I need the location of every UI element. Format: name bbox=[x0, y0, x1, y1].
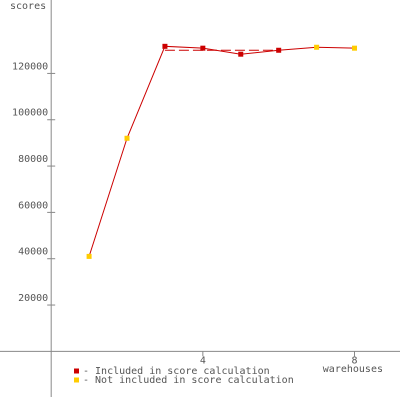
point bbox=[352, 45, 358, 51]
y-tick-label: 20000 bbox=[18, 293, 48, 304]
y-axis-label: scores bbox=[10, 1, 46, 12]
legend-label: - Not included in score calculation bbox=[83, 375, 294, 386]
x-axis-label: warehouses bbox=[323, 364, 383, 375]
point bbox=[314, 44, 320, 50]
x-tick-label: 4 bbox=[200, 355, 206, 366]
y-tick-label: 60000 bbox=[18, 200, 48, 211]
point bbox=[276, 47, 282, 53]
y-tick-label: 80000 bbox=[18, 154, 48, 165]
point bbox=[162, 43, 168, 49]
point bbox=[238, 51, 244, 57]
legend-swatch bbox=[74, 377, 79, 383]
point bbox=[86, 253, 92, 259]
x-tick-label: 8 bbox=[351, 355, 357, 366]
point bbox=[124, 135, 130, 141]
point bbox=[200, 45, 206, 51]
score-curve bbox=[88, 45, 355, 257]
legend-label: - Included in score calculation bbox=[83, 366, 270, 377]
legend-swatch bbox=[74, 368, 79, 374]
y-tick-label: 40000 bbox=[18, 247, 48, 258]
y-tick-label: 120000 bbox=[12, 61, 48, 72]
y-tick-label: 100000 bbox=[12, 108, 48, 119]
